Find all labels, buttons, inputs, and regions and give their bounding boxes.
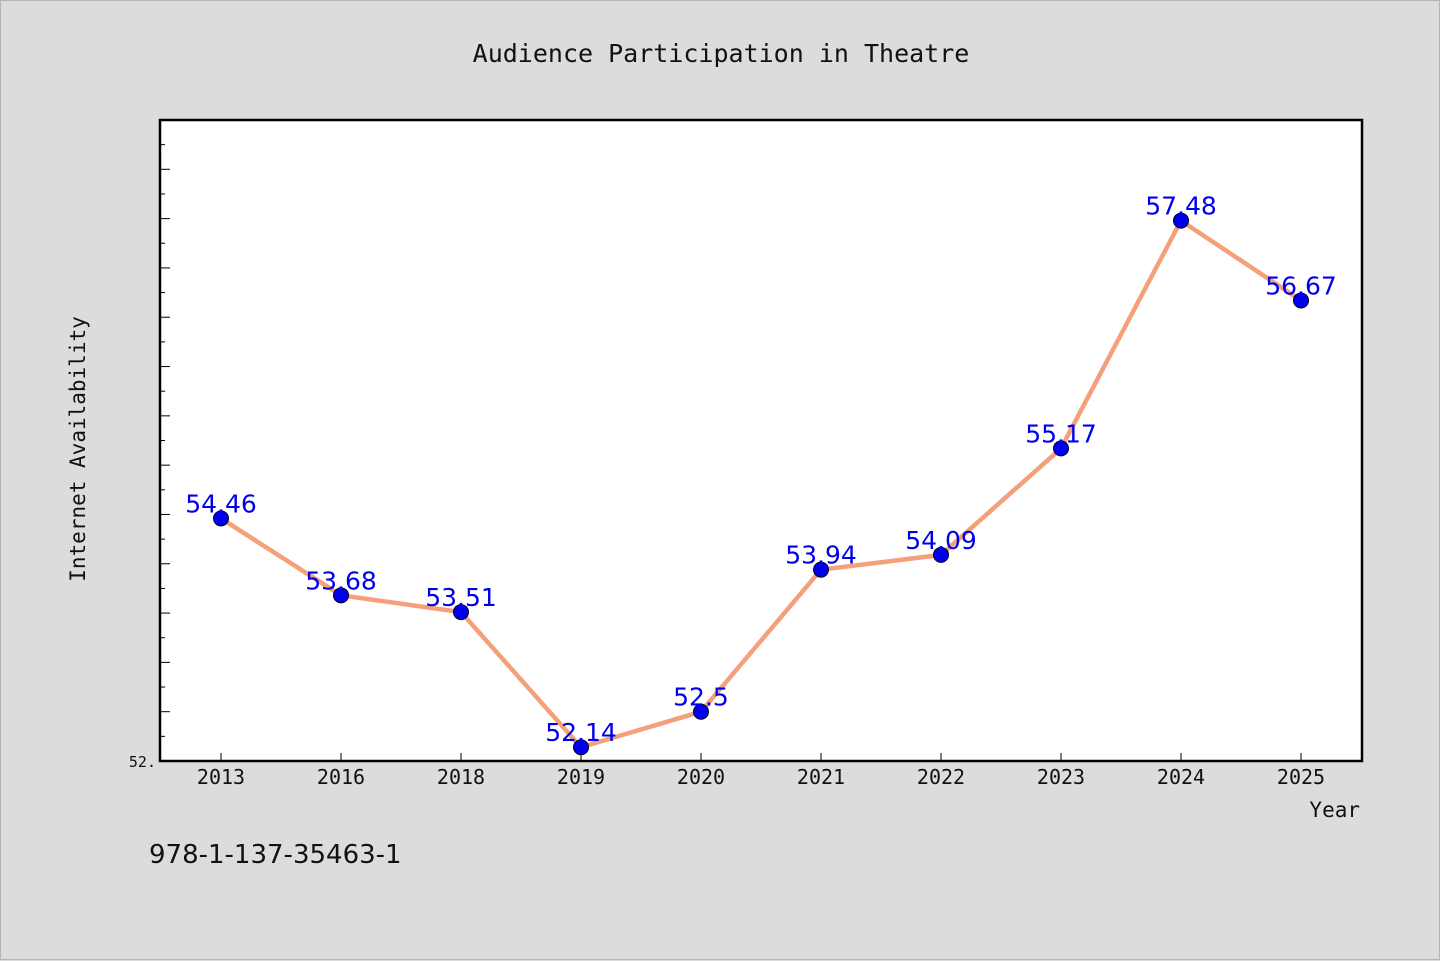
data-label-2019: 52.14 bbox=[545, 718, 617, 747]
data-point-2024 bbox=[1173, 212, 1189, 229]
data-point-2018 bbox=[453, 604, 469, 621]
data-label-2025: 56.67 bbox=[1265, 271, 1337, 300]
x-tick-label-2025: 2025 bbox=[1277, 765, 1325, 789]
data-label-2020: 52.5 bbox=[673, 683, 729, 712]
data-point-2019 bbox=[573, 739, 589, 756]
x-tick-label-2016: 2016 bbox=[317, 765, 365, 789]
x-tick-label-2024: 2024 bbox=[1157, 765, 1205, 789]
data-labels: 54.46 53.68 53.51 52.14 52.5 53.94 54.09 55.17 5… bbox=[185, 192, 1337, 748]
data-point-2023 bbox=[1053, 440, 1069, 457]
plot-area bbox=[158, 118, 1364, 763]
y-axis-ticks bbox=[160, 144, 170, 762]
data-label-2013: 54.46 bbox=[185, 489, 257, 518]
data-label-2016: 53.68 bbox=[305, 566, 377, 595]
x-tick-label-2022: 2022 bbox=[917, 765, 965, 789]
x-axis-ticks: 2013 2016 2018 2019 2020 2021 2022 2023 2024 2025 bbox=[197, 753, 1325, 789]
y-tick-label: 52. bbox=[129, 753, 156, 771]
data-label-2022: 54.09 bbox=[905, 526, 977, 555]
data-point-2020 bbox=[693, 703, 709, 720]
data-label-2023: 55.17 bbox=[1025, 419, 1097, 448]
data-label-2024: 57.48 bbox=[1145, 192, 1217, 221]
data-point-2016 bbox=[333, 587, 349, 604]
series-line bbox=[218, 218, 1304, 750]
y-axis-label: Internet Availability bbox=[66, 316, 90, 582]
footer-code: 978-1-137-35463-1 bbox=[149, 840, 402, 870]
x-tick-label-2018: 2018 bbox=[437, 765, 485, 789]
x-tick-label-2020: 2020 bbox=[677, 765, 725, 789]
data-point-2025 bbox=[1293, 292, 1309, 309]
x-tick-label-2023: 2023 bbox=[1037, 765, 1085, 789]
data-point-2021 bbox=[813, 561, 829, 578]
data-point-2013 bbox=[213, 510, 229, 527]
x-axis-label: Year bbox=[1309, 798, 1360, 822]
series-line-group bbox=[218, 218, 1304, 750]
data-point-2022 bbox=[933, 546, 949, 563]
data-label-2021: 53.94 bbox=[785, 541, 857, 570]
x-tick-label-2021: 2021 bbox=[797, 765, 845, 789]
x-tick-label-2019: 2019 bbox=[557, 765, 605, 789]
data-label-2018: 53.51 bbox=[425, 583, 497, 612]
series-markers bbox=[213, 212, 1309, 756]
x-tick-label-2013: 2013 bbox=[197, 765, 245, 789]
chart-title: Audience Participation in Theatre bbox=[473, 39, 970, 68]
